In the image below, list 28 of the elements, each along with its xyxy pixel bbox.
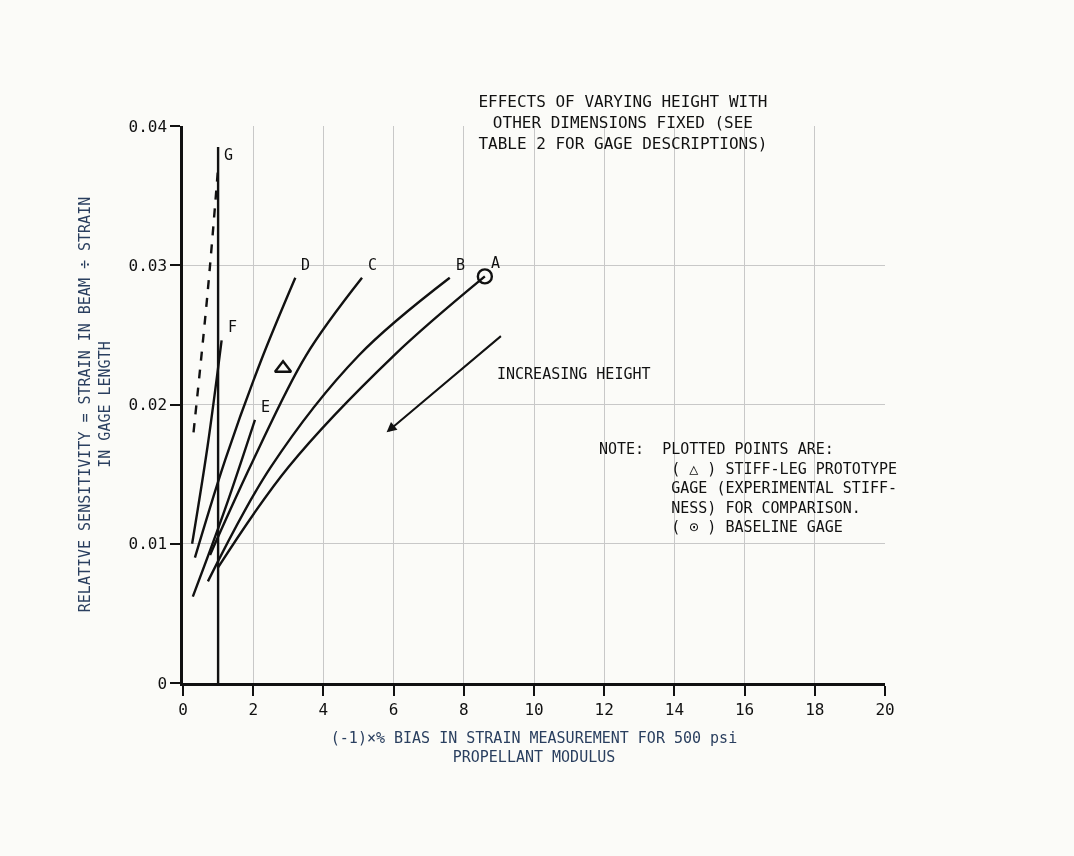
chart-title: EFFECTS OF VARYING HEIGHT WITH OTHER DIMENSIONS FIXED (SEE TABLE 2 FOR GAGE DESCRIPTIONS) [478,92,768,153]
annotation: INCREASING HEIGHT [497,365,651,383]
x-axis-title: (-1)×% BIAS IN STRAIN MEASUREMENT FOR 500 psi PROPELLANT MODULUS [330,728,738,767]
x-tick-label: 4 [318,699,329,719]
x-tick-label: 20 [875,699,895,719]
x-tick-label: 16 [734,699,755,719]
series-label: D [301,256,311,274]
series-label: E [261,398,271,416]
x-tick-label: 8 [458,699,469,719]
y-axis-title: RELATIVE SENSITIVITY = STRAIN IN BEAM ÷ STRAIN IN GAGE LENGTH [76,196,114,613]
x-tick-label: 0 [178,699,188,719]
y-tick-label: 0.04 [128,116,168,136]
series-label: A [491,254,501,272]
y-tick-label: 0.01 [128,534,168,554]
series-label: F [228,318,238,336]
x-tick-label: 2 [248,699,259,719]
y-tick-label: 0.03 [128,255,168,275]
y-tick-label: 0.02 [128,395,168,415]
series-label: B [456,256,466,274]
series-label: G [224,146,234,164]
y-tick-label: 0 [157,673,168,693]
x-tick-label: 6 [388,699,399,719]
x-tick-label: 12 [594,699,614,719]
annotation: NOTE: PLOTTED POINTS ARE: ( △ ) STIFF-LEG PROTOTYPE GAGE (EXPERIMENTAL STIFF- NESS) FOR COMPARISON. ( ⊙ ) BASELINE GAGE [599,440,898,536]
x-tick-label: 10 [524,699,544,719]
x-tick-label: 18 [805,699,825,719]
series-label: C [368,256,378,274]
x-tick-label: 14 [664,699,685,719]
